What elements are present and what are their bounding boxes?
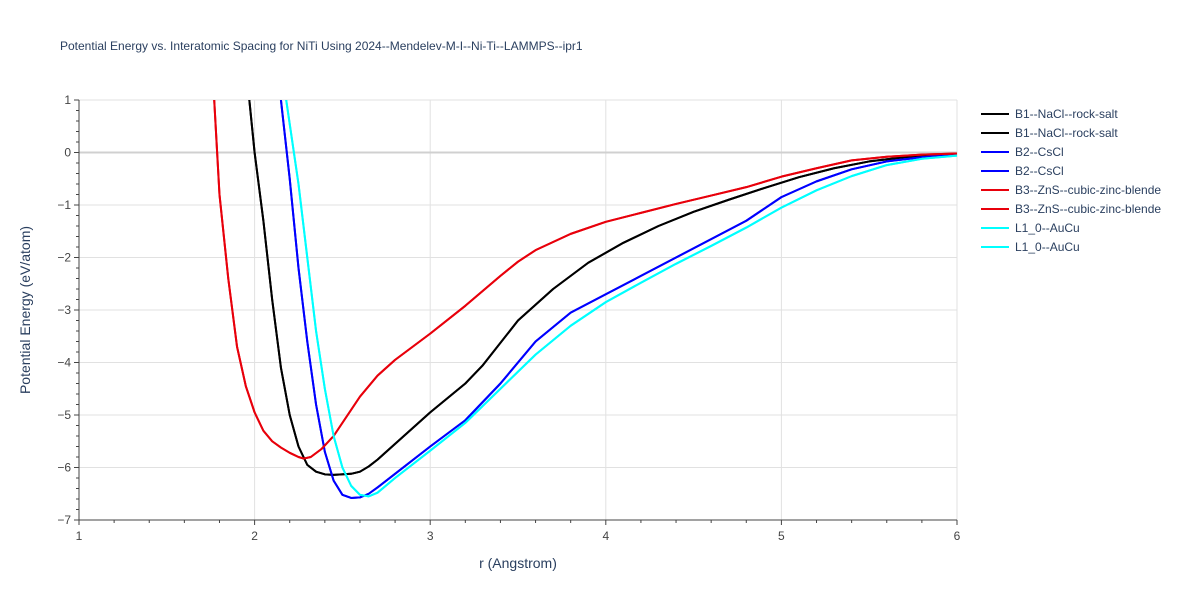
legend-label: L1_0--AuCu — [1015, 221, 1080, 235]
legend-label: B2--CsCl — [1015, 145, 1064, 159]
y-tick-labels: 1 0 −1 −2 −3 −4 −5 −6 −7 — [57, 93, 71, 527]
y-tick-label: 1 — [64, 93, 71, 107]
y-tick-label: −3 — [57, 303, 71, 317]
series-line-3 — [279, 100, 957, 499]
legend-label: B3--ZnS--cubic-zinc-blende — [1015, 202, 1161, 216]
y-tick-label: −6 — [57, 461, 71, 475]
legend-label: B2--CsCl — [1015, 164, 1064, 178]
legend[interactable]: B1--NaCl--rock-salt B1--NaCl--rock-salt B2… — [981, 107, 1161, 254]
grid-layer — [78, 99, 958, 521]
y-tick-label: −5 — [57, 408, 71, 422]
x-axis-label: r (Angstrom) — [479, 555, 557, 571]
x-tick-label: 3 — [427, 529, 434, 543]
y-axis-label: Potential Energy (eV/atom) — [17, 226, 33, 394]
y-tick-label: −7 — [57, 513, 71, 527]
x-tick-label: 6 — [954, 529, 961, 543]
legend-label: B3--ZnS--cubic-zinc-blende — [1015, 183, 1161, 197]
legend-label: B1--NaCl--rock-salt — [1015, 107, 1118, 121]
legend-item[interactable]: B2--CsCl — [981, 164, 1064, 178]
x-tick-label: 1 — [76, 529, 83, 543]
axes-layer — [74, 99, 958, 525]
legend-item[interactable]: B1--NaCl--rock-salt — [981, 107, 1118, 121]
y-tick-label: −2 — [57, 251, 71, 265]
x-tick-label: 5 — [778, 529, 785, 543]
legend-item[interactable]: L1_0--AuCu — [981, 240, 1080, 254]
legend-item[interactable]: B1--NaCl--rock-salt — [981, 126, 1118, 140]
series-line-7 — [285, 100, 957, 498]
legend-item[interactable]: B2--CsCl — [981, 145, 1064, 159]
series-layer — [213, 100, 957, 499]
series-line-1 — [248, 100, 957, 476]
legend-item[interactable]: L1_0--AuCu — [981, 221, 1080, 235]
x-tick-label: 4 — [602, 529, 609, 543]
series-line-4 — [213, 100, 957, 460]
x-tick-label: 2 — [251, 529, 258, 543]
series-line-5 — [213, 100, 957, 460]
y-tick-label: −4 — [57, 356, 71, 370]
legend-item[interactable]: B3--ZnS--cubic-zinc-blende — [981, 183, 1161, 197]
legend-label: L1_0--AuCu — [1015, 240, 1080, 254]
chart-title: Potential Energy vs. Interatomic Spacing… — [60, 39, 583, 53]
legend-label: B1--NaCl--rock-salt — [1015, 126, 1118, 140]
y-tick-label: −1 — [57, 198, 71, 212]
x-tick-labels: 1 2 3 4 5 6 — [76, 529, 961, 543]
series-line-0 — [248, 100, 957, 476]
y-tick-label: 0 — [64, 146, 71, 160]
legend-item[interactable]: B3--ZnS--cubic-zinc-blende — [981, 202, 1161, 216]
